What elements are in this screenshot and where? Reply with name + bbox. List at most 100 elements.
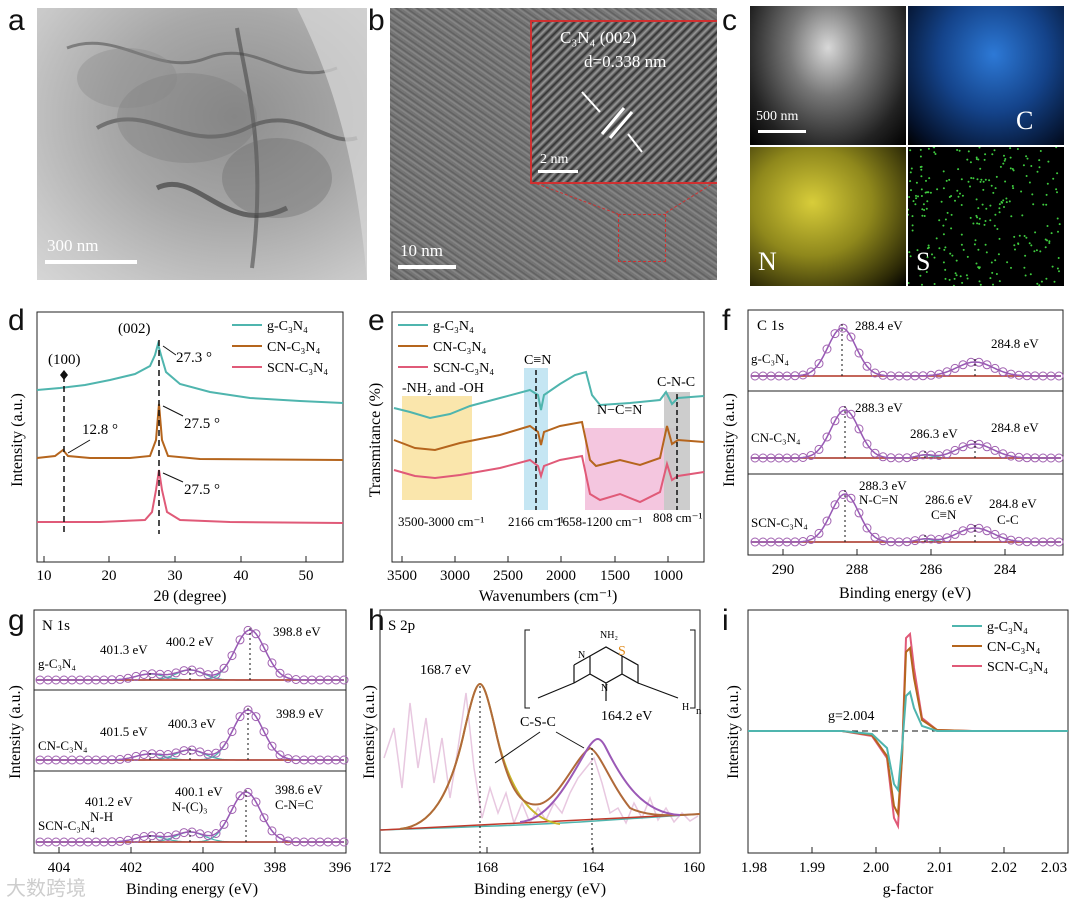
s-dot	[917, 195, 919, 198]
s-dot	[1028, 242, 1031, 245]
s-dot	[925, 271, 928, 273]
band-label-e-cnc: C-N-C	[657, 375, 695, 390]
f-marker-2	[870, 532, 880, 542]
s-dot	[914, 203, 917, 206]
s-dot	[1010, 266, 1012, 269]
s-dot	[1024, 274, 1027, 277]
f-marker-2	[862, 523, 872, 533]
scale-bar-b-label: 10 nm	[400, 241, 443, 260]
series-line-e-scn	[393, 454, 705, 504]
peak-g-scn-2: 400.1 eV	[175, 784, 223, 799]
s-dot	[993, 149, 996, 152]
eds-map-c: C	[908, 6, 1064, 145]
f-envelope-2	[751, 493, 1061, 543]
peak-label-h-2: 164.2 eV	[601, 709, 652, 724]
g-marker-0	[235, 635, 245, 645]
g-marker-0	[195, 667, 205, 677]
s-dot	[991, 271, 994, 274]
xrd-chart-d: 10 20 30 40 50 2θ (degree) Intensity (a.…	[9, 311, 344, 605]
s-dot	[979, 180, 982, 183]
tick-label-g-402: 402	[120, 860, 143, 876]
s-dot	[933, 283, 936, 285]
tem-texture-a	[66, 8, 367, 280]
s-dot	[969, 161, 972, 164]
s-dot	[1039, 150, 1042, 152]
s-dot	[942, 261, 945, 264]
s-dot	[983, 158, 986, 161]
s-dot	[990, 184, 993, 187]
f-marker-0	[950, 363, 960, 373]
s-dot	[1030, 244, 1033, 247]
tick-label-f-286: 286	[920, 562, 943, 578]
f-marker-2	[974, 523, 984, 533]
assign-h: C-S-C	[520, 715, 556, 730]
atom-nh2: NH₂	[600, 630, 618, 641]
g-marker-2	[227, 805, 237, 814]
f-marker-0	[974, 357, 984, 367]
band-range-e-cn: 2166 cm⁻¹	[508, 514, 564, 529]
s-dot	[1029, 273, 1032, 276]
s-dot	[935, 237, 938, 240]
s-dot	[931, 253, 933, 256]
s-dot	[1025, 175, 1028, 177]
s-dot	[960, 204, 963, 206]
eds-mapping-c: 500 nm C N S	[750, 6, 1064, 286]
tick-label-e-1500: 1500	[600, 568, 630, 584]
s-dot	[1056, 217, 1059, 220]
xticks-h: 172 168 164 160	[369, 847, 705, 876]
g-marker-1	[195, 747, 205, 757]
s-dot	[943, 248, 946, 251]
s-dot	[1044, 238, 1047, 241]
s-dot	[1034, 231, 1037, 234]
s-dot	[944, 277, 947, 280]
hrtem-inset: C₃N₄ (002) d=0.338 nm 2 nm	[530, 20, 717, 184]
tick-label-e-2500: 2500	[493, 568, 523, 584]
legend-label-d-g: g-C₃N₄	[267, 319, 308, 334]
s-dot	[1035, 249, 1038, 252]
s-dot	[927, 246, 930, 249]
f-marker-1	[830, 416, 840, 426]
marker-d-100	[60, 370, 68, 380]
ylabel-i: Intensity (a.u.)	[725, 685, 742, 779]
series-line-e-cn	[393, 420, 705, 468]
s-dot	[1014, 248, 1016, 251]
s-dot	[959, 192, 961, 195]
s-dot	[978, 146, 981, 149]
f-marker-0	[806, 367, 816, 377]
s-dot	[953, 277, 956, 280]
s-dot	[920, 175, 923, 178]
panel-label-a: a	[8, 4, 25, 37]
series-label-g-scn: SCN-C₃N₄	[38, 818, 95, 833]
tick-label-g-404: 404	[48, 860, 71, 876]
s-dot	[966, 277, 969, 280]
plot-frame-f	[747, 309, 1064, 556]
tick-label-d-10: 10	[37, 568, 52, 584]
band-range-e-ncn: 1658-1200 cm⁻¹	[556, 514, 642, 529]
inset-source-box	[618, 214, 666, 262]
peak-label-h-1: 168.7 eV	[420, 663, 471, 678]
s-dot	[976, 178, 979, 181]
tick-label-e-3500: 3500	[387, 568, 417, 584]
ylabel-h: Intensity (a.u.)	[361, 685, 378, 779]
s-dot	[979, 167, 982, 170]
s-dot	[983, 223, 986, 226]
xps-c1s-chart-f: C 1s g-C₃N₄ CN-C₃N₄ SCN-C₃N₄ 288.4 eV 28…	[747, 309, 1064, 602]
g-marker-0	[219, 663, 229, 673]
envelope-h	[399, 682, 701, 830]
s-dot	[1009, 156, 1012, 159]
s-dot	[1012, 187, 1015, 190]
s-dot	[907, 208, 909, 211]
s-dot	[926, 200, 929, 203]
peak-f-cn-3: 284.8 eV	[991, 420, 1039, 435]
atom-s: S	[618, 644, 626, 659]
s-dot	[944, 268, 947, 271]
assign-g-2: N-(C)₃	[172, 799, 208, 814]
s-dot	[923, 215, 926, 217]
legend-label-i-scn: SCN-C₃N₄	[987, 660, 1048, 675]
s-dot	[1039, 250, 1042, 253]
g-marker-2	[219, 819, 229, 829]
scale-bar-b	[398, 265, 456, 269]
tick-label-f-284: 284	[994, 562, 1017, 578]
tick-label-g-398: 398	[264, 860, 287, 876]
s-dot	[1012, 169, 1015, 172]
